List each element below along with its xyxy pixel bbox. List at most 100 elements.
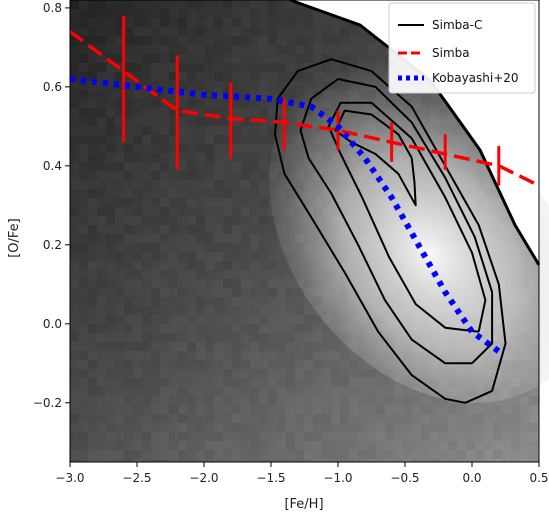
density-cell: [79, 441, 88, 450]
density-cell: [241, 414, 250, 423]
density-cell: [196, 306, 205, 315]
density-cell: [214, 63, 223, 72]
density-cell: [88, 81, 97, 90]
legend-label-simba-c: Simba-C: [432, 18, 482, 32]
density-cell: [142, 36, 151, 45]
density-cell: [97, 333, 106, 342]
density-cell: [223, 459, 232, 462]
density-cell: [133, 189, 142, 198]
density-cell: [520, 423, 529, 432]
density-cell: [133, 162, 142, 171]
density-cell: [439, 396, 448, 405]
density-cell: [196, 189, 205, 198]
density-cell: [97, 54, 106, 63]
density-cell: [214, 315, 223, 324]
density-cell: [340, 450, 349, 459]
density-cell: [205, 369, 214, 378]
density-cell: [97, 45, 106, 54]
x-tick-label: 0.5: [529, 471, 548, 485]
density-cell: [277, 0, 286, 9]
density-cell: [295, 81, 304, 90]
density-cell: [286, 54, 295, 63]
density-cell: [241, 144, 250, 153]
density-cell: [232, 153, 241, 162]
density-cell: [241, 198, 250, 207]
density-cell: [349, 432, 358, 441]
density-cell: [70, 54, 79, 63]
density-cell: [205, 144, 214, 153]
density-cell: [196, 36, 205, 45]
density-cell: [268, 405, 277, 414]
density-cell: [295, 288, 304, 297]
density-cell: [187, 54, 196, 63]
density-cell: [439, 450, 448, 459]
density-cell: [313, 378, 322, 387]
density-cell: [178, 162, 187, 171]
density-cell: [223, 99, 232, 108]
density-cell: [178, 72, 187, 81]
density-cell: [106, 27, 115, 36]
density-cell: [115, 207, 124, 216]
density-cell: [241, 369, 250, 378]
density-cell: [412, 450, 421, 459]
density-cell: [241, 72, 250, 81]
density-cell: [529, 432, 538, 441]
density-cell: [151, 117, 160, 126]
density-cell: [70, 342, 79, 351]
density-cell: [169, 45, 178, 54]
density-cell: [511, 459, 520, 462]
density-cell: [421, 450, 430, 459]
density-cell: [133, 414, 142, 423]
density-cell: [88, 153, 97, 162]
density-cell: [250, 450, 259, 459]
density-cell: [70, 99, 79, 108]
density-cell: [124, 423, 133, 432]
density-cell: [241, 396, 250, 405]
density-cell: [331, 333, 340, 342]
density-cell: [403, 450, 412, 459]
density-cell: [367, 423, 376, 432]
density-cell: [160, 45, 169, 54]
density-cell: [205, 54, 214, 63]
density-cell: [250, 225, 259, 234]
density-cell: [277, 54, 286, 63]
density-cell: [286, 441, 295, 450]
density-cell: [115, 27, 124, 36]
density-cell: [196, 378, 205, 387]
density-cell: [241, 162, 250, 171]
density-cell: [241, 279, 250, 288]
density-cell: [106, 180, 115, 189]
density-cell: [106, 153, 115, 162]
density-cell: [205, 396, 214, 405]
density-cell: [250, 261, 259, 270]
density-cell: [259, 423, 268, 432]
density-cell: [106, 351, 115, 360]
density-cell: [295, 405, 304, 414]
density-cell: [268, 450, 277, 459]
density-cell: [151, 198, 160, 207]
density-cell: [151, 450, 160, 459]
density-cell: [151, 108, 160, 117]
density-cell: [259, 243, 268, 252]
density-cell: [70, 216, 79, 225]
density-cell: [151, 270, 160, 279]
density-cell: [205, 297, 214, 306]
density-cell: [97, 189, 106, 198]
density-cell: [133, 252, 142, 261]
density-cell: [160, 288, 169, 297]
density-cell: [304, 54, 313, 63]
density-cell: [277, 315, 286, 324]
density-cell: [115, 297, 124, 306]
density-cell: [133, 207, 142, 216]
density-cell: [97, 396, 106, 405]
density-cell: [277, 324, 286, 333]
density-cell: [88, 450, 97, 459]
density-cell: [277, 450, 286, 459]
density-cell: [106, 342, 115, 351]
density-cell: [169, 279, 178, 288]
density-cell: [313, 315, 322, 324]
density-cell: [295, 414, 304, 423]
density-cell: [88, 378, 97, 387]
density-cell: [142, 72, 151, 81]
density-cell: [313, 45, 322, 54]
